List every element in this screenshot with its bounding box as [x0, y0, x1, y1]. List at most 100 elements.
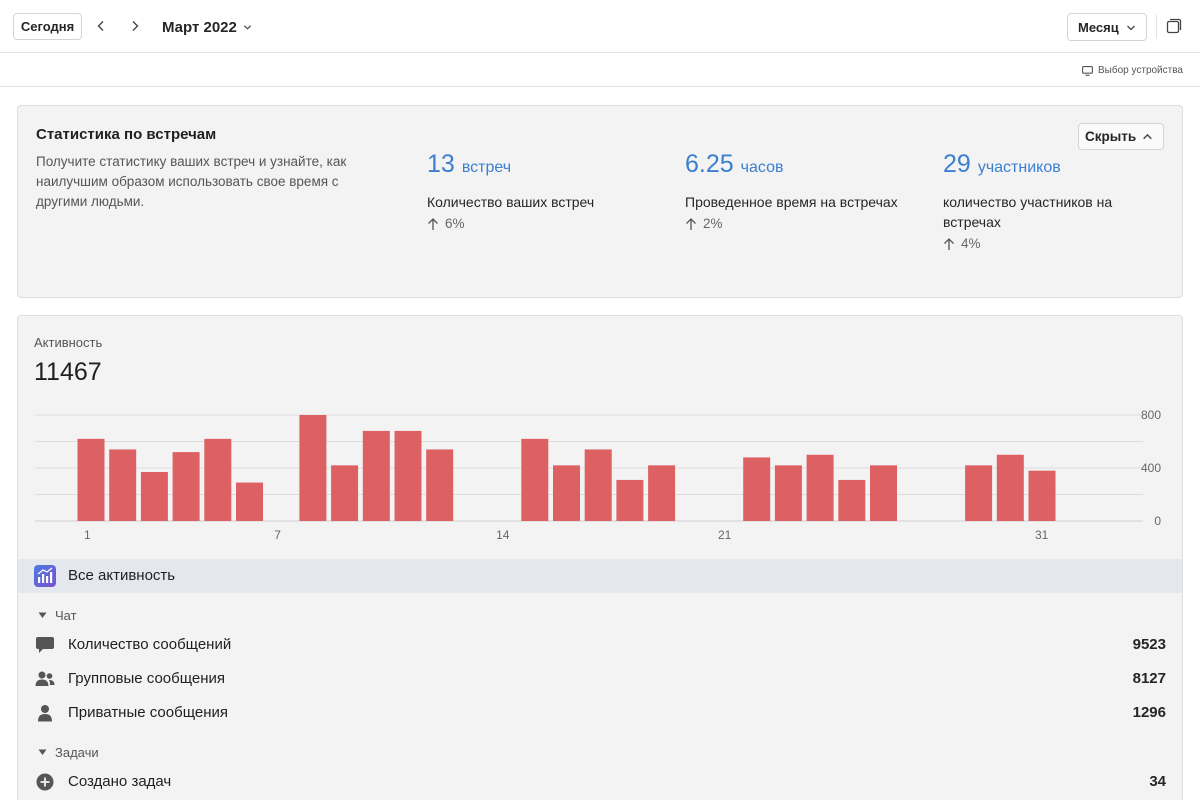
- chart-bar[interactable]: [521, 438, 549, 521]
- chart-bar[interactable]: [77, 438, 105, 521]
- metric-unit: встреч: [461, 159, 512, 176]
- today-button[interactable]: Сегодня: [13, 13, 82, 40]
- hide-button[interactable]: Скрыть: [1078, 123, 1164, 150]
- x-tick-label: 7: [274, 528, 281, 542]
- x-tick-label: 14: [496, 528, 510, 542]
- metric-label: Проведенное время на встречах: [685, 194, 898, 210]
- chevron-up-icon: [1143, 133, 1153, 140]
- window-toggle-button[interactable]: [1165, 17, 1183, 35]
- month-label: Март 2022: [162, 18, 237, 36]
- row-value: 34: [1149, 773, 1166, 790]
- row-label: Количество сообщений: [68, 636, 232, 653]
- section-tasks-toggle[interactable]: Задачи: [38, 745, 99, 760]
- activity-label: Активность: [34, 335, 103, 350]
- row-value: 9523: [1132, 636, 1166, 653]
- metric-delta: 6%: [427, 216, 657, 231]
- meeting-stats-title: Статистика по встречам: [36, 126, 217, 143]
- activity-total: 11467: [34, 358, 102, 386]
- x-tick-label: 31: [1035, 528, 1049, 542]
- chart-bar[interactable]: [996, 454, 1024, 521]
- activity-card: Активность 11467 0 400 800 1 7 14 21 31 Все акт…: [17, 315, 1183, 800]
- view-mode-select[interactable]: Месяц: [1067, 13, 1147, 41]
- device-select-link[interactable]: Выбор устройства: [1082, 65, 1183, 76]
- chart-bar[interactable]: [553, 465, 580, 521]
- metric-meetings-count: 13 встреч Количество ваших встреч 6%: [427, 150, 657, 231]
- meeting-stats-card: Статистика по встречам Получите статисти…: [17, 105, 1183, 298]
- activity-chart-icon: [34, 565, 56, 587]
- all-activity-label: Все активность: [68, 567, 176, 584]
- row-label: Групповые сообщения: [68, 670, 226, 687]
- chart-bar[interactable]: [743, 457, 771, 521]
- chart-bar[interactable]: [838, 479, 866, 521]
- y-tick-label: 0: [1154, 514, 1161, 528]
- device-select-label: Выбор устройства: [1097, 65, 1183, 76]
- list-item: Приватные сообщения 1296: [18, 696, 1182, 730]
- chart-bar[interactable]: [204, 438, 232, 521]
- metric-delta-value: 6%: [445, 216, 465, 231]
- chart-bar[interactable]: [584, 449, 612, 521]
- chart-bar[interactable]: [236, 482, 263, 521]
- metric-delta-value: 2%: [703, 216, 723, 231]
- x-tick-label: 21: [718, 528, 732, 542]
- metric-value-row: 6.25 часов: [685, 150, 915, 186]
- metric-value-row: 29 участников: [943, 150, 1143, 186]
- chart-bar[interactable]: [774, 465, 802, 521]
- metric-label: количество участников на встречах: [943, 194, 1113, 230]
- list-item: Создано задач 34: [18, 765, 1182, 799]
- metric-delta-value: 4%: [961, 236, 981, 251]
- chart-bar[interactable]: [140, 471, 168, 521]
- single-user-icon: [38, 705, 52, 722]
- metric-unit: часов: [740, 159, 784, 176]
- view-mode-label: Месяц: [1078, 19, 1119, 35]
- toolbar-divider: [1156, 15, 1157, 39]
- list-item: Групповые сообщения 8127: [18, 662, 1182, 696]
- metric-unit: участников: [977, 159, 1061, 176]
- row-label: Создано задач: [68, 773, 172, 790]
- plus-circle-icon: [36, 773, 54, 791]
- metric-participants: 29 участников количество участников на в…: [943, 150, 1143, 251]
- chart-bar[interactable]: [426, 449, 454, 521]
- monitor-icon: [1082, 65, 1093, 76]
- next-month-button[interactable]: [124, 15, 146, 37]
- chart-bar[interactable]: [172, 452, 200, 521]
- chart-bar[interactable]: [648, 465, 676, 521]
- chart-bar[interactable]: [299, 415, 327, 521]
- all-activity-row[interactable]: Все активность: [18, 559, 1182, 593]
- chart-bar[interactable]: [806, 454, 834, 521]
- chart-bar[interactable]: [870, 465, 897, 521]
- group-users-icon: [35, 671, 55, 686]
- previous-month-button[interactable]: [90, 15, 112, 37]
- row-value: 8127: [1132, 670, 1166, 687]
- meeting-stats-description: Получите статистику ваших встреч и узнай…: [36, 154, 347, 209]
- chart-bar[interactable]: [331, 465, 359, 521]
- top-toolbar: Сегодня Март 2022 Месяц: [0, 0, 1200, 53]
- row-label: Приватные сообщения: [68, 704, 229, 721]
- arrow-up-icon: [686, 217, 696, 230]
- chevron-left-icon: [97, 21, 104, 31]
- chevron-down-icon: [243, 24, 251, 30]
- metric-delta: 4%: [943, 236, 1143, 251]
- section-chat-toggle[interactable]: Чат: [38, 608, 77, 623]
- section-title: Чат: [55, 608, 77, 623]
- chart-bar[interactable]: [616, 479, 644, 521]
- window-copy-icon: [1166, 18, 1182, 34]
- y-tick-label: 400: [1141, 461, 1161, 475]
- row-value: 1296: [1132, 704, 1166, 721]
- caret-down-icon: [38, 612, 47, 618]
- chart-bar[interactable]: [362, 430, 390, 521]
- activity-bar-chart: 0 400 800 1 7 14 21 31: [35, 408, 1161, 542]
- hide-button-label: Скрыть: [1085, 129, 1137, 144]
- chart-bar[interactable]: [394, 430, 422, 521]
- device-row: Выбор устройства: [0, 54, 1200, 87]
- chart-bar[interactable]: [109, 449, 137, 521]
- x-tick-label: 1: [84, 528, 91, 542]
- arrow-up-icon: [428, 217, 438, 230]
- month-picker[interactable]: Март 2022: [162, 16, 252, 38]
- metric-value: 13: [427, 150, 455, 178]
- chart-bar[interactable]: [1028, 470, 1056, 521]
- metric-value: 6.25: [685, 150, 734, 178]
- caret-down-icon: [38, 749, 47, 755]
- metric-value: 29: [943, 150, 971, 178]
- chart-bar[interactable]: [965, 465, 993, 521]
- chevron-right-icon: [132, 21, 139, 31]
